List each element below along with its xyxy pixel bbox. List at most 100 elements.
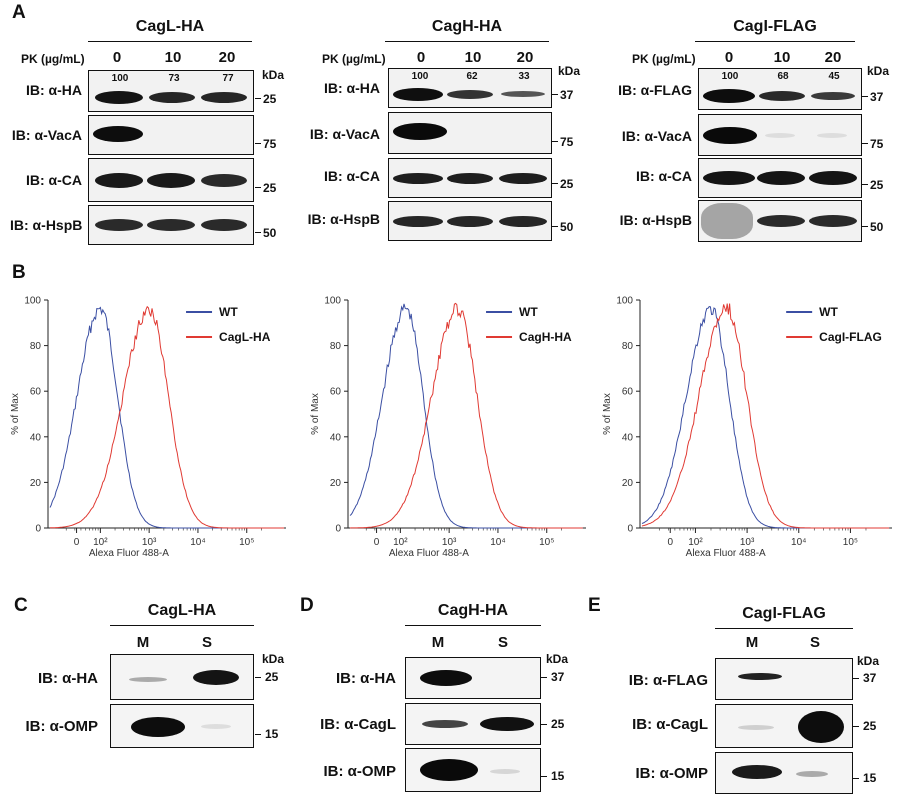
kda-label: kDa bbox=[262, 68, 285, 82]
quant-value: 68 bbox=[777, 71, 789, 82]
histogram-curve-tagged bbox=[349, 302, 583, 529]
band bbox=[447, 216, 493, 227]
y-tick-label: 20 bbox=[30, 478, 42, 489]
title-underline bbox=[385, 41, 549, 42]
legend-label: WT bbox=[519, 305, 538, 319]
band bbox=[765, 133, 795, 138]
lane-label: M bbox=[431, 634, 445, 651]
histogram-chart: 0 20 40 60 80 100 % of Max 0 10² 10³ 10⁴ 10⁵ Alexa F… bbox=[10, 296, 286, 559]
quant-value: 100 bbox=[111, 73, 129, 84]
x-axis-label: Alexa Fluor 488-A bbox=[686, 548, 766, 559]
y-tick-label: 80 bbox=[30, 341, 42, 352]
lane-label: 20 bbox=[824, 49, 842, 66]
y-tick-label: 80 bbox=[330, 341, 342, 352]
legend-label: WT bbox=[819, 305, 838, 319]
lane-label: S bbox=[497, 634, 508, 651]
kda-label: kDa bbox=[558, 64, 581, 78]
mw-tick bbox=[552, 226, 558, 227]
blot-strip bbox=[715, 752, 853, 794]
y-tick-label: 20 bbox=[330, 478, 342, 489]
legend-label: CagI-FLAG bbox=[819, 330, 882, 344]
y-tick-label: 60 bbox=[622, 387, 634, 398]
band bbox=[147, 173, 195, 188]
blot-strip bbox=[405, 703, 541, 745]
histogram-chart: 0 20 40 60 80 100 % of Max 0 10² 10³ 10⁴ 10⁵ Alexa F… bbox=[602, 296, 892, 559]
mw-tick bbox=[255, 734, 261, 735]
y-tick-label: 80 bbox=[622, 341, 634, 352]
quant-value: 73 bbox=[168, 73, 180, 84]
band bbox=[93, 126, 143, 142]
mw-tick bbox=[255, 98, 261, 99]
row-label: IB: α-FLAG bbox=[628, 672, 708, 689]
blot-title: CagI-FLAG bbox=[733, 18, 817, 35]
x-tick-label: 10³ bbox=[442, 537, 457, 548]
row-label: IB: α-HspB bbox=[307, 211, 380, 227]
y-tick-label: 0 bbox=[35, 524, 41, 535]
mw-marker: 25 bbox=[863, 719, 877, 733]
x-tick-label: 0 bbox=[667, 537, 673, 548]
band bbox=[129, 677, 167, 682]
band bbox=[149, 92, 195, 103]
blot-strip bbox=[388, 201, 552, 241]
mw-tick bbox=[862, 226, 868, 227]
row-label: IB: α-OMP bbox=[323, 763, 396, 780]
mw-marker: 25 bbox=[265, 670, 279, 684]
quant-value: 77 bbox=[222, 73, 234, 84]
lane-label: 10 bbox=[164, 49, 182, 66]
histogram-curve-tagged bbox=[641, 303, 890, 529]
mw-marker: 37 bbox=[560, 88, 574, 102]
blot-strip bbox=[110, 704, 254, 748]
lane-label: 20 bbox=[516, 49, 534, 66]
kda-label: kDa bbox=[262, 652, 285, 666]
lane-label: 0 bbox=[112, 49, 122, 66]
y-tick-label: 60 bbox=[330, 387, 342, 398]
x-tick-label: 10² bbox=[688, 537, 703, 548]
mw-tick bbox=[853, 726, 859, 727]
flow-histograms: 0 20 40 60 80 100 % of Max 0 10² 10³ 10⁴ 10⁵ Alexa F… bbox=[10, 296, 892, 559]
mw-tick bbox=[255, 677, 261, 678]
lane-label: 10 bbox=[773, 49, 791, 66]
histogram-curve-tagged bbox=[50, 305, 284, 529]
band bbox=[703, 89, 755, 103]
mw-tick bbox=[541, 724, 547, 725]
mw-tick bbox=[853, 678, 859, 679]
mw-tick bbox=[552, 141, 558, 142]
x-tick-label: 0 bbox=[74, 537, 80, 548]
lane-label: M bbox=[136, 634, 150, 651]
title-underline bbox=[110, 625, 254, 626]
blot-strip bbox=[715, 704, 853, 748]
y-tick-label: 40 bbox=[30, 432, 42, 443]
y-tick-label: 40 bbox=[622, 432, 634, 443]
x-tick-label: 10⁴ bbox=[490, 537, 505, 548]
row-label: IB: α-HspB bbox=[619, 212, 692, 228]
row-label: IB: α-VacA bbox=[621, 128, 692, 144]
lane-label: S bbox=[201, 634, 212, 651]
band bbox=[447, 173, 493, 184]
x-tick-label: 10² bbox=[393, 537, 408, 548]
band bbox=[147, 219, 195, 231]
lane-label: 20 bbox=[218, 49, 236, 66]
x-axis-label: Alexa Fluor 488-A bbox=[389, 548, 469, 559]
y-tick-label: 100 bbox=[324, 296, 341, 307]
row-label: IB: α-HA bbox=[323, 80, 380, 96]
band bbox=[501, 91, 545, 97]
blot-strip bbox=[698, 158, 862, 198]
band bbox=[201, 724, 231, 729]
x-tick-label: 10³ bbox=[142, 537, 157, 548]
blot-strip bbox=[715, 658, 853, 700]
quant-value: 33 bbox=[518, 71, 530, 82]
band bbox=[490, 769, 520, 774]
row-label: IB: α-FLAG bbox=[618, 82, 692, 98]
quant-value: 100 bbox=[721, 71, 739, 82]
kda-label: kDa bbox=[857, 654, 880, 668]
mw-tick bbox=[862, 184, 868, 185]
band bbox=[420, 759, 478, 781]
x-tick-label: 10⁵ bbox=[539, 537, 554, 548]
y-tick-label: 20 bbox=[622, 478, 634, 489]
blot-strip bbox=[698, 114, 862, 156]
row-label: IB: α-CA bbox=[25, 172, 82, 188]
blot-title: CagL-HA bbox=[135, 18, 205, 35]
y-tick-label: 40 bbox=[330, 432, 342, 443]
band bbox=[701, 203, 753, 239]
mw-marker: 25 bbox=[870, 178, 884, 192]
